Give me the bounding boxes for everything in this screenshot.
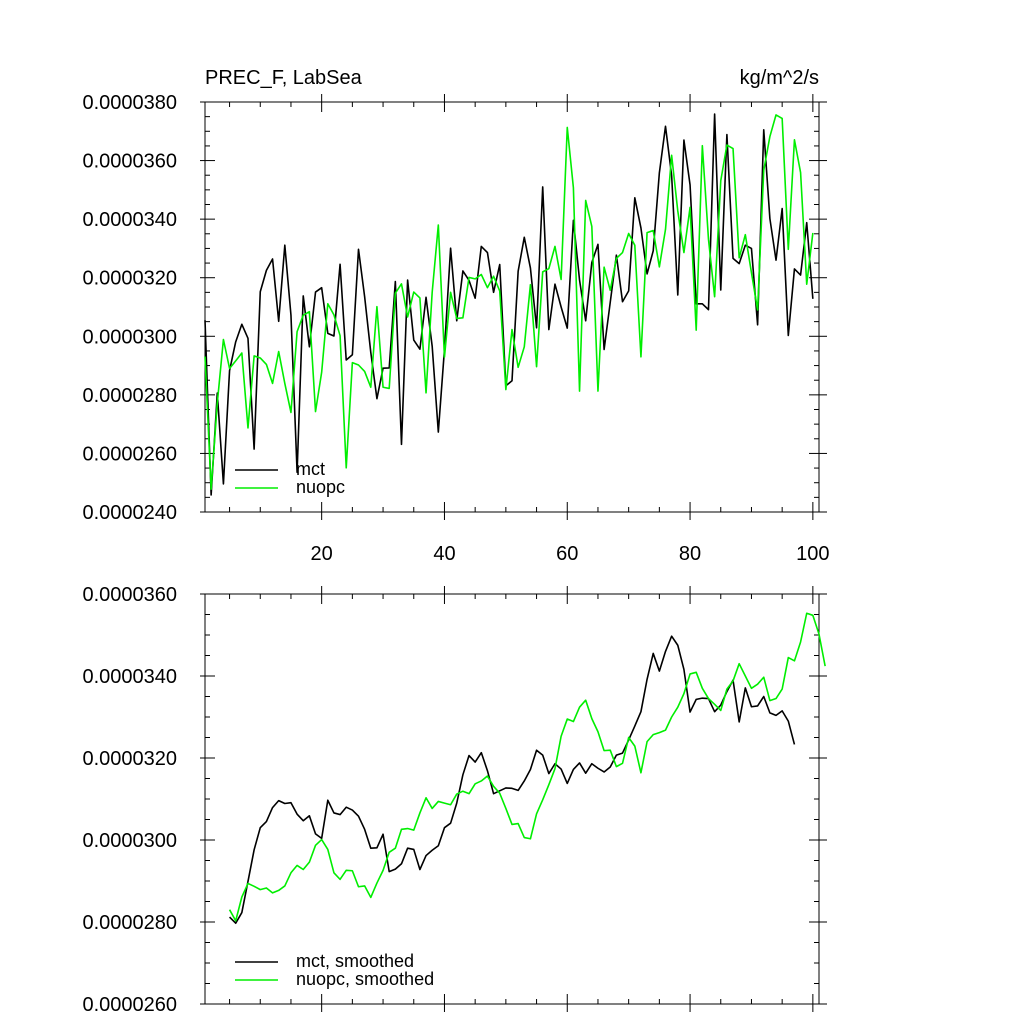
bottom-y-tick-label: 0.0000300 <box>82 830 177 852</box>
top-x-tick-label: 20 <box>311 543 333 565</box>
bottom-legend-label-nuopc: nuopc, smoothed <box>296 969 434 989</box>
top-y-tick-label: 0.0000260 <box>82 443 177 465</box>
top-series-line-nuopc <box>204 114 814 490</box>
bottom-y-tick-label: 0.0000260 <box>82 994 177 1016</box>
top-series-line-mct <box>204 113 814 496</box>
bottom-y-tick-label: 0.0000360 <box>82 584 177 606</box>
chart-units: kg/m^2/s <box>740 67 819 89</box>
top-y-tick-label: 0.0000280 <box>82 385 177 407</box>
chart-title: PREC_F, LabSea <box>205 67 363 89</box>
bottom-legend-label-mct: mct, smoothed <box>296 951 414 971</box>
top-panel: 0.0000240 0.0000260 0.0000280 0.0000300 0.00… <box>82 67 829 565</box>
bottom-y-tick-label: 0.0000340 <box>82 666 177 688</box>
top-y-tick-label: 0.0000320 <box>82 268 177 290</box>
top-x-tick-label: 80 <box>679 543 701 565</box>
top-legend-label-nuopc: nuopc <box>296 477 345 497</box>
bottom-series-line-nuopc <box>228 612 826 922</box>
bottom-y-tick-label: 0.0000280 <box>82 912 177 934</box>
top-y-tick-label: 0.0000240 <box>82 502 177 524</box>
top-legend-label-mct: mct <box>296 459 325 479</box>
top-y-tick-label: 0.0000360 <box>82 151 177 173</box>
bottom-panel: 0.0000260 0.0000280 0.0000300 0.0000320 0.00… <box>82 584 827 1016</box>
top-x-tick-label: 60 <box>556 543 578 565</box>
top-y-tick-label: 0.0000340 <box>82 209 177 231</box>
top-y-tick-label: 0.0000300 <box>82 326 177 348</box>
top-x-tick-label: 40 <box>433 543 455 565</box>
top-x-tick-label: 100 <box>796 543 829 565</box>
bottom-y-tick-label: 0.0000320 <box>82 748 177 770</box>
top-y-tick-label: 0.0000380 <box>82 92 177 114</box>
bottom-plot-frame <box>204 593 820 1005</box>
bottom-series-line-mct <box>228 635 796 925</box>
